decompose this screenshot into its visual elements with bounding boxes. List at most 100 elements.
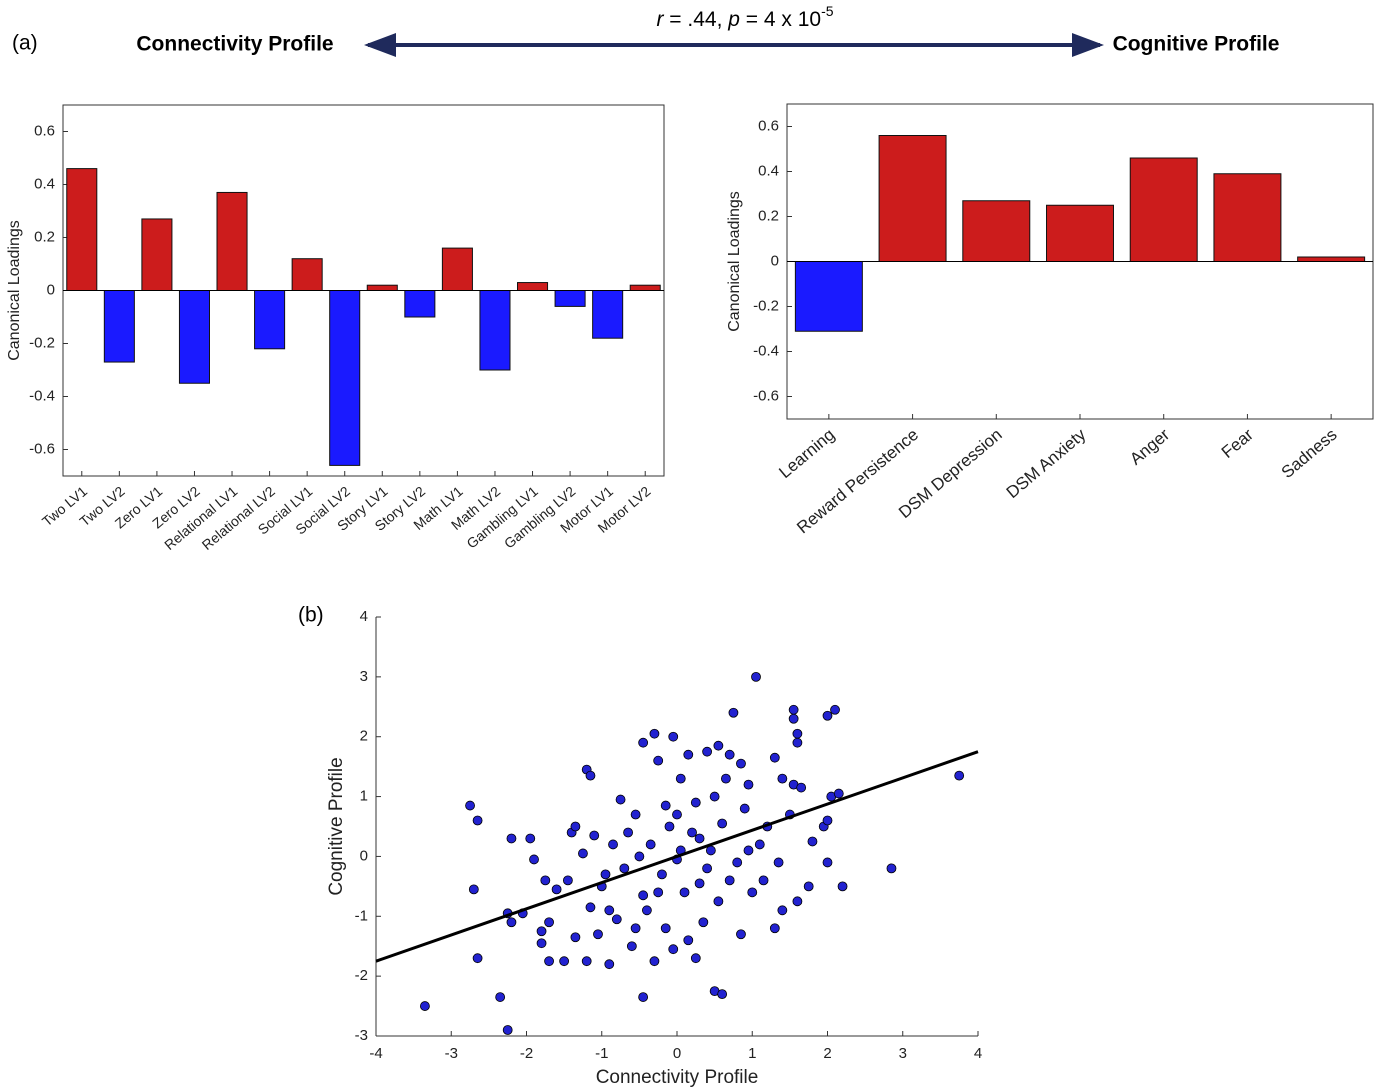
y-tick-label: -3 [355, 1027, 368, 1044]
y-tick-label: 0.6 [758, 117, 779, 134]
point [540, 875, 551, 886]
point [769, 752, 780, 763]
point [675, 773, 686, 784]
y-tick-label: 0.2 [34, 228, 55, 245]
point [777, 773, 788, 784]
point [668, 944, 679, 955]
bar [141, 218, 173, 291]
point [630, 923, 641, 934]
point [792, 896, 803, 907]
point [657, 869, 667, 880]
point [807, 836, 818, 847]
bar [1046, 204, 1114, 262]
x-tick-label: 1 [748, 1045, 756, 1062]
point [713, 896, 724, 907]
point [604, 959, 615, 970]
point [736, 929, 746, 940]
point [830, 704, 840, 715]
point [593, 929, 603, 940]
point [570, 932, 581, 943]
point [585, 902, 596, 913]
stat-part: = .44, [663, 8, 728, 31]
point [886, 863, 897, 874]
y-tick-label: 0 [47, 281, 55, 298]
point [420, 1001, 430, 1011]
x-tick-label: Fear [1218, 425, 1257, 462]
x-axis-label: Connectivity Profile [596, 1067, 759, 1088]
point [822, 815, 833, 826]
point [690, 797, 701, 808]
bar [1213, 173, 1282, 262]
bar [1297, 256, 1366, 262]
bar [962, 200, 1031, 262]
stat-part: -5 [821, 3, 834, 19]
point [837, 881, 848, 892]
bar [441, 247, 473, 292]
stat-part: = 4 x 10 [740, 8, 821, 31]
left-label: Connectivity Profile [136, 33, 333, 56]
point [559, 956, 570, 967]
y-tick-label: 0.6 [34, 122, 55, 139]
point [792, 728, 803, 739]
point [694, 833, 705, 844]
point [683, 749, 694, 760]
y-axis-label: Canonical Loadings [726, 191, 743, 332]
x-tick-label: -2 [520, 1045, 533, 1062]
point [506, 917, 517, 928]
bar [329, 290, 361, 466]
point [668, 731, 679, 742]
point [728, 707, 739, 718]
point [709, 791, 720, 802]
point [747, 887, 758, 898]
point [608, 839, 618, 850]
x-tick-label: -3 [445, 1045, 458, 1062]
point [679, 887, 690, 898]
point [615, 794, 626, 805]
point [623, 827, 633, 838]
point [732, 857, 743, 868]
y-tick-label: -0.4 [29, 387, 55, 404]
point [724, 875, 735, 886]
point [619, 863, 630, 874]
bar [366, 284, 398, 292]
point [581, 956, 592, 967]
y-axis-label: Canonical Loadings [6, 220, 23, 361]
point [653, 755, 664, 766]
point [702, 746, 712, 757]
point [604, 905, 615, 916]
point [788, 704, 799, 715]
point [642, 905, 652, 916]
point [585, 770, 596, 781]
point [638, 737, 649, 748]
bar [216, 191, 248, 291]
bar [1129, 157, 1198, 262]
point [529, 854, 539, 865]
point [702, 863, 712, 874]
point [954, 770, 965, 781]
point [724, 749, 735, 760]
stat-part: p [727, 8, 740, 31]
y-tick-label: -0.6 [29, 440, 55, 457]
bar [554, 290, 586, 307]
x-tick-label: 3 [899, 1045, 907, 1062]
y-tick-label: 1 [360, 788, 368, 805]
y-tick-label: -0.6 [753, 387, 779, 404]
point [626, 941, 637, 952]
point [536, 926, 547, 937]
y-tick-label: 0.4 [34, 175, 55, 192]
point [589, 830, 600, 841]
point [465, 800, 475, 811]
bar [794, 261, 863, 332]
point [743, 845, 754, 856]
x-tick-label: 4 [974, 1045, 982, 1062]
point [754, 839, 765, 850]
bar [878, 135, 947, 262]
point [630, 809, 641, 820]
point [578, 848, 588, 859]
x-tick-label: -4 [369, 1045, 382, 1062]
y-tick-label: 4 [360, 608, 368, 625]
x-tick-label: DSM Anxiety [1003, 425, 1090, 502]
point [796, 782, 807, 793]
point [638, 890, 649, 901]
